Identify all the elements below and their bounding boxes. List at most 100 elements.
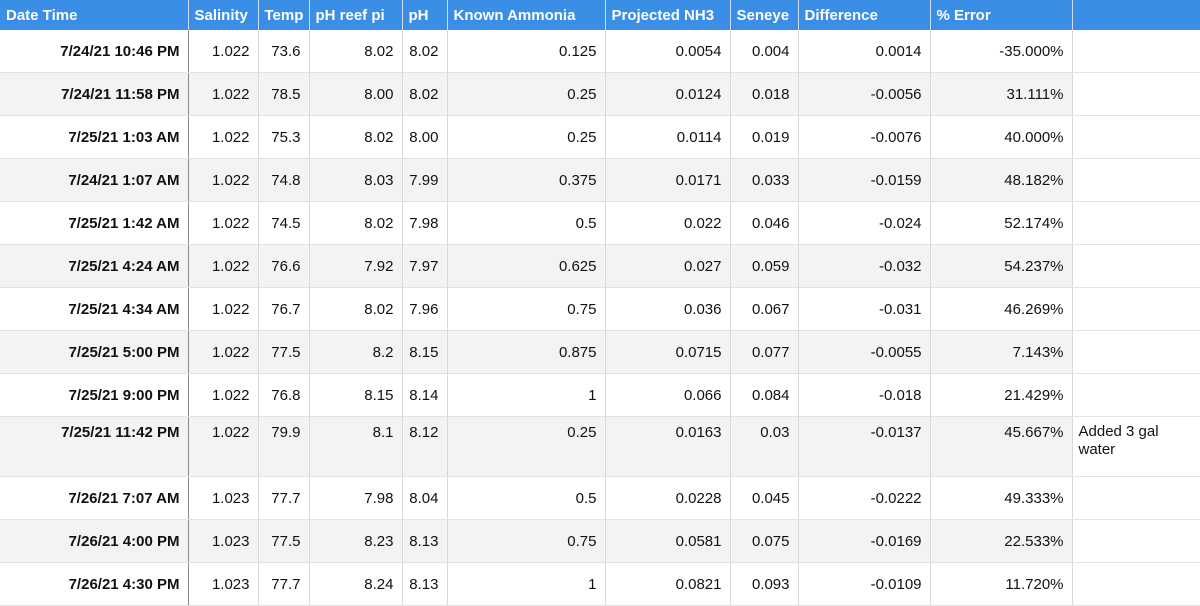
- notes-cell[interactable]: [1072, 373, 1200, 417]
- ph-reef-pi-cell[interactable]: 8.2: [309, 330, 403, 374]
- date-time-cell[interactable]: 7/24/21 1:07 AM: [0, 158, 189, 202]
- column-header-seneye[interactable]: Seneye: [730, 0, 799, 30]
- date-time-cell[interactable]: 7/26/21 4:30 PM: [0, 562, 189, 606]
- difference-cell[interactable]: 0.0014: [798, 30, 931, 73]
- temp-cell[interactable]: 74.5: [258, 201, 310, 245]
- projected-nh3-cell[interactable]: 0.0054: [605, 30, 731, 73]
- known-ammonia-cell[interactable]: 0.875: [447, 330, 606, 374]
- temp-cell[interactable]: 78.5: [258, 72, 310, 116]
- difference-cell[interactable]: -0.0159: [798, 158, 931, 202]
- ph-reef-pi-cell[interactable]: 8.02: [309, 201, 403, 245]
- date-time-cell[interactable]: 7/25/21 5:00 PM: [0, 330, 189, 374]
- salinity-cell[interactable]: 1.022: [188, 30, 259, 73]
- difference-cell[interactable]: -0.031: [798, 287, 931, 331]
- difference-cell[interactable]: -0.0109: [798, 562, 931, 606]
- date-time-cell[interactable]: 7/25/21 1:42 AM: [0, 201, 189, 245]
- column-header-temp[interactable]: Temp: [258, 0, 310, 30]
- ph-cell[interactable]: 8.02: [402, 30, 448, 73]
- notes-cell[interactable]: [1072, 287, 1200, 331]
- percent-error-cell[interactable]: 45.667%: [930, 416, 1073, 477]
- column-header-projected-nh3[interactable]: Projected NH3: [605, 0, 731, 30]
- column-header-salinity[interactable]: Salinity: [188, 0, 259, 30]
- salinity-cell[interactable]: 1.022: [188, 244, 259, 288]
- known-ammonia-cell[interactable]: 0.75: [447, 287, 606, 331]
- known-ammonia-cell[interactable]: 0.5: [447, 201, 606, 245]
- notes-cell[interactable]: [1072, 72, 1200, 116]
- known-ammonia-cell[interactable]: 0.75: [447, 519, 606, 563]
- temp-cell[interactable]: 79.9: [258, 416, 310, 477]
- known-ammonia-cell[interactable]: 1: [447, 373, 606, 417]
- date-time-cell[interactable]: 7/24/21 10:46 PM: [0, 30, 189, 73]
- projected-nh3-cell[interactable]: 0.0581: [605, 519, 731, 563]
- notes-cell[interactable]: [1072, 476, 1200, 520]
- column-header-date-time[interactable]: Date Time: [0, 0, 189, 30]
- column-header-ph[interactable]: pH: [402, 0, 448, 30]
- notes-cell[interactable]: [1072, 244, 1200, 288]
- notes-cell[interactable]: [1072, 562, 1200, 606]
- seneye-cell[interactable]: 0.075: [730, 519, 799, 563]
- projected-nh3-cell[interactable]: 0.066: [605, 373, 731, 417]
- known-ammonia-cell[interactable]: 0.25: [447, 72, 606, 116]
- salinity-cell[interactable]: 1.022: [188, 330, 259, 374]
- ph-reef-pi-cell[interactable]: 8.00: [309, 72, 403, 116]
- column-header-difference[interactable]: Difference: [798, 0, 931, 30]
- ph-reef-pi-cell[interactable]: 8.1: [309, 416, 403, 477]
- projected-nh3-cell[interactable]: 0.0163: [605, 416, 731, 477]
- temp-cell[interactable]: 77.7: [258, 476, 310, 520]
- temp-cell[interactable]: 77.7: [258, 562, 310, 606]
- percent-error-cell[interactable]: 11.720%: [930, 562, 1073, 606]
- known-ammonia-cell[interactable]: 0.25: [447, 115, 606, 159]
- date-time-cell[interactable]: 7/25/21 11:42 PM: [0, 416, 189, 477]
- date-time-cell[interactable]: 7/25/21 1:03 AM: [0, 115, 189, 159]
- projected-nh3-cell[interactable]: 0.0124: [605, 72, 731, 116]
- date-time-cell[interactable]: 7/25/21 4:24 AM: [0, 244, 189, 288]
- ph-cell[interactable]: 7.96: [402, 287, 448, 331]
- known-ammonia-cell[interactable]: 0.625: [447, 244, 606, 288]
- projected-nh3-cell[interactable]: 0.027: [605, 244, 731, 288]
- ph-reef-pi-cell[interactable]: 8.02: [309, 30, 403, 73]
- known-ammonia-cell[interactable]: 0.25: [447, 416, 606, 477]
- seneye-cell[interactable]: 0.059: [730, 244, 799, 288]
- temp-cell[interactable]: 77.5: [258, 330, 310, 374]
- percent-error-cell[interactable]: 40.000%: [930, 115, 1073, 159]
- temp-cell[interactable]: 75.3: [258, 115, 310, 159]
- ph-cell[interactable]: 8.00: [402, 115, 448, 159]
- seneye-cell[interactable]: 0.018: [730, 72, 799, 116]
- salinity-cell[interactable]: 1.022: [188, 201, 259, 245]
- difference-cell[interactable]: -0.024: [798, 201, 931, 245]
- difference-cell[interactable]: -0.0076: [798, 115, 931, 159]
- salinity-cell[interactable]: 1.022: [188, 287, 259, 331]
- seneye-cell[interactable]: 0.004: [730, 30, 799, 73]
- salinity-cell[interactable]: 1.023: [188, 476, 259, 520]
- salinity-cell[interactable]: 1.022: [188, 115, 259, 159]
- notes-cell[interactable]: [1072, 519, 1200, 563]
- column-header-known-ammonia[interactable]: Known Ammonia: [447, 0, 606, 30]
- salinity-cell[interactable]: 1.022: [188, 72, 259, 116]
- known-ammonia-cell[interactable]: 0.375: [447, 158, 606, 202]
- seneye-cell[interactable]: 0.046: [730, 201, 799, 245]
- salinity-cell[interactable]: 1.022: [188, 158, 259, 202]
- percent-error-cell[interactable]: 52.174%: [930, 201, 1073, 245]
- known-ammonia-cell[interactable]: 1: [447, 562, 606, 606]
- ph-cell[interactable]: 8.14: [402, 373, 448, 417]
- date-time-cell[interactable]: 7/26/21 7:07 AM: [0, 476, 189, 520]
- seneye-cell[interactable]: 0.084: [730, 373, 799, 417]
- ph-reef-pi-cell[interactable]: 8.24: [309, 562, 403, 606]
- difference-cell[interactable]: -0.0169: [798, 519, 931, 563]
- salinity-cell[interactable]: 1.023: [188, 562, 259, 606]
- ph-cell[interactable]: 8.04: [402, 476, 448, 520]
- column-header-percent-error[interactable]: % Error: [930, 0, 1073, 30]
- notes-cell[interactable]: [1072, 158, 1200, 202]
- seneye-cell[interactable]: 0.03: [730, 416, 799, 477]
- difference-cell[interactable]: -0.0222: [798, 476, 931, 520]
- difference-cell[interactable]: -0.018: [798, 373, 931, 417]
- known-ammonia-cell[interactable]: 0.125: [447, 30, 606, 73]
- seneye-cell[interactable]: 0.045: [730, 476, 799, 520]
- seneye-cell[interactable]: 0.093: [730, 562, 799, 606]
- ph-reef-pi-cell[interactable]: 7.98: [309, 476, 403, 520]
- date-time-cell[interactable]: 7/26/21 4:00 PM: [0, 519, 189, 563]
- ph-cell[interactable]: 7.99: [402, 158, 448, 202]
- percent-error-cell[interactable]: 49.333%: [930, 476, 1073, 520]
- percent-error-cell[interactable]: 46.269%: [930, 287, 1073, 331]
- seneye-cell[interactable]: 0.067: [730, 287, 799, 331]
